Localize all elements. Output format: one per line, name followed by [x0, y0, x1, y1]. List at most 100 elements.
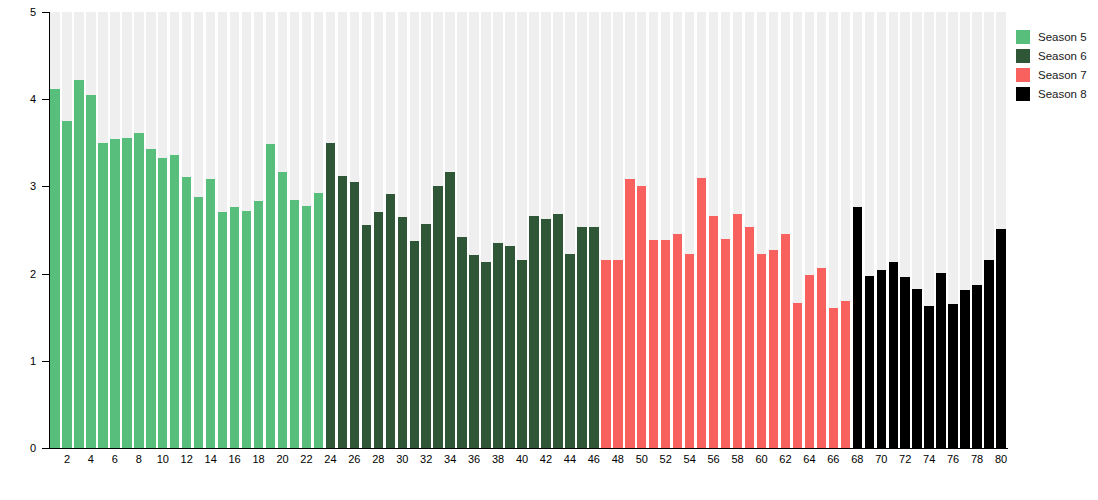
episode-bar	[86, 95, 95, 448]
x-tick-label: 58	[726, 453, 750, 465]
episode-bar	[242, 211, 251, 448]
episode-bar	[170, 155, 179, 448]
episode-bar	[781, 234, 790, 448]
episode-bar	[74, 80, 83, 448]
x-tick-label: 60	[750, 453, 774, 465]
x-tick-label: 28	[366, 453, 390, 465]
x-tick-label: 4	[79, 453, 103, 465]
legend-swatch	[1016, 68, 1030, 82]
episode-bar	[421, 224, 430, 448]
episode-bar	[326, 143, 335, 448]
y-tick-mark	[42, 448, 49, 449]
x-tick-label: 36	[462, 453, 486, 465]
episode-bar	[625, 179, 634, 448]
episode-bar	[278, 172, 287, 448]
episode-bar	[697, 178, 706, 448]
x-axis-line	[42, 448, 1008, 449]
episode-bar	[374, 212, 383, 448]
x-tick-label: 16	[223, 453, 247, 465]
episode-bar	[649, 240, 658, 448]
episode-bar	[685, 254, 694, 448]
y-tick-mark	[42, 99, 49, 100]
episode-bar	[230, 207, 239, 448]
episode-bar	[62, 121, 71, 448]
episode-bar	[721, 239, 730, 448]
episode-bar	[853, 207, 862, 448]
x-tick-label: 38	[486, 453, 510, 465]
x-tick-label: 72	[893, 453, 917, 465]
y-tick-label: 2	[8, 269, 36, 280]
x-tick-label: 56	[702, 453, 726, 465]
legend-item: Season 7	[1016, 65, 1087, 84]
episode-bar	[984, 260, 993, 448]
episode-bar	[302, 206, 311, 448]
x-tick-label: 50	[630, 453, 654, 465]
x-tick-label: 62	[773, 453, 797, 465]
episode-bar	[960, 290, 969, 448]
x-tick-label: 2	[55, 453, 79, 465]
legend-swatch	[1016, 49, 1030, 63]
y-tick-mark	[42, 12, 49, 13]
x-tick-label: 52	[654, 453, 678, 465]
episode-bar	[182, 177, 191, 448]
episode-bar	[793, 303, 802, 448]
episode-bar	[481, 262, 490, 448]
y-tick-mark	[42, 361, 49, 362]
episode-bar	[912, 289, 921, 448]
x-tick-label: 20	[271, 453, 295, 465]
episode-bar	[254, 201, 263, 448]
episode-bar	[900, 277, 909, 448]
x-tick-label: 80	[989, 453, 1013, 465]
x-tick-label: 42	[534, 453, 558, 465]
x-tick-label: 24	[318, 453, 342, 465]
episode-bar	[972, 285, 981, 448]
x-tick-label: 66	[821, 453, 845, 465]
episode-bar	[673, 234, 682, 449]
episode-bar	[158, 158, 167, 448]
y-tick-label: 5	[8, 7, 36, 18]
episode-bar	[589, 227, 598, 448]
episode-bar	[50, 89, 59, 448]
y-tick-mark	[42, 274, 49, 275]
legend-swatch	[1016, 30, 1030, 44]
episode-bar	[386, 194, 395, 448]
x-tick-label: 76	[941, 453, 965, 465]
episode-bar	[924, 306, 933, 448]
episode-bar	[709, 216, 718, 448]
episode-bar	[350, 182, 359, 448]
episode-bar	[122, 138, 131, 448]
episode-bar	[206, 179, 215, 448]
legend-label: Season 7	[1038, 69, 1087, 81]
episode-bar	[469, 255, 478, 448]
episode-bar	[637, 186, 646, 448]
y-tick-label: 0	[8, 443, 36, 454]
bar-chart: 0123452468101214161820222426283032343638…	[0, 0, 1098, 500]
x-tick-label: 14	[199, 453, 223, 465]
legend: Season 5 Season 6 Season 7 Season 8	[1016, 27, 1087, 103]
x-tick-label: 10	[151, 453, 175, 465]
y-tick-mark	[42, 186, 49, 187]
legend-swatch	[1016, 87, 1030, 101]
y-tick-label: 1	[8, 356, 36, 367]
episode-bar	[146, 149, 155, 448]
episode-bar	[541, 219, 550, 448]
y-tick-label: 3	[8, 181, 36, 192]
x-tick-label: 64	[797, 453, 821, 465]
episode-bar	[661, 240, 670, 448]
x-tick-label: 40	[510, 453, 534, 465]
episode-bar	[410, 241, 419, 448]
episode-bar	[733, 214, 742, 448]
x-tick-label: 18	[247, 453, 271, 465]
x-tick-label: 68	[845, 453, 869, 465]
episode-bar	[948, 304, 957, 448]
episode-bar	[577, 227, 586, 448]
episode-bar	[314, 193, 323, 448]
x-tick-label: 78	[965, 453, 989, 465]
episode-bar	[936, 273, 945, 448]
x-tick-label: 6	[103, 453, 127, 465]
episode-bar	[565, 254, 574, 448]
episode-bar	[194, 197, 203, 448]
x-tick-label: 32	[414, 453, 438, 465]
x-tick-label: 46	[582, 453, 606, 465]
episode-bar	[829, 308, 838, 448]
